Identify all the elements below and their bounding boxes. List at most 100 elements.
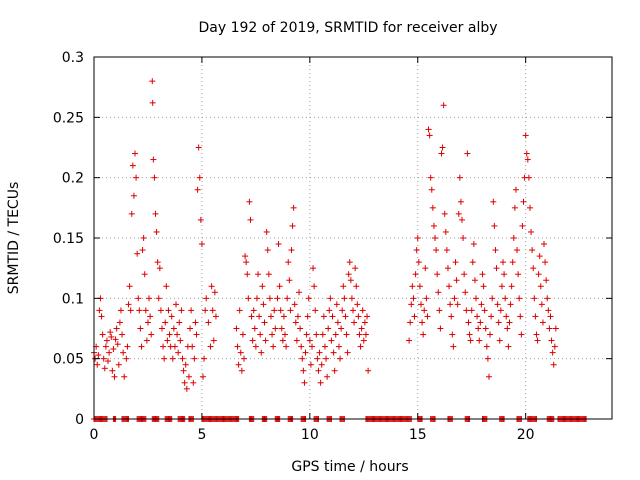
data-point xyxy=(105,358,112,365)
data-point xyxy=(276,283,283,290)
data-point xyxy=(173,301,180,308)
data-point xyxy=(304,313,311,320)
data-point xyxy=(351,319,358,326)
data-point xyxy=(341,295,348,302)
data-point xyxy=(538,301,545,308)
data-point xyxy=(239,331,246,338)
data-point xyxy=(208,283,215,290)
data-point xyxy=(202,307,209,314)
data-point xyxy=(474,313,481,320)
data-point xyxy=(542,259,549,266)
data-point xyxy=(296,289,303,296)
data-point xyxy=(483,343,490,350)
data-point xyxy=(101,365,108,372)
data-point xyxy=(99,331,106,338)
data-point xyxy=(340,283,347,290)
data-point xyxy=(275,241,282,248)
data-point xyxy=(328,337,335,344)
data-point xyxy=(155,295,162,302)
data-point xyxy=(285,259,292,266)
data-point xyxy=(424,313,431,320)
data-point xyxy=(492,247,499,254)
x-tick-label: 10 xyxy=(301,427,319,443)
data-point xyxy=(127,307,134,314)
data-point xyxy=(244,271,251,278)
data-point xyxy=(330,349,337,356)
data-point xyxy=(130,192,137,199)
data-point xyxy=(426,132,433,139)
data-point xyxy=(110,346,117,353)
data-point xyxy=(458,216,465,223)
data-point xyxy=(182,361,189,368)
data-point xyxy=(175,349,182,356)
data-point xyxy=(549,349,556,356)
data-point xyxy=(360,337,367,344)
data-point xyxy=(279,337,286,344)
data-point xyxy=(140,235,147,241)
data-point xyxy=(193,331,200,338)
data-point xyxy=(274,295,281,302)
data-point xyxy=(517,313,524,320)
data-point xyxy=(265,271,272,278)
data-point xyxy=(496,337,503,344)
data-point xyxy=(523,150,530,157)
data-point xyxy=(318,361,325,368)
data-point xyxy=(152,210,159,217)
data-point xyxy=(120,349,127,356)
data-point xyxy=(504,325,511,332)
data-point xyxy=(314,355,321,362)
data-point xyxy=(117,307,124,314)
data-point xyxy=(271,307,278,314)
data-point xyxy=(151,174,158,181)
data-point xyxy=(301,379,308,386)
data-point xyxy=(134,250,141,257)
data-point xyxy=(524,156,531,163)
data-point xyxy=(291,301,298,308)
data-point xyxy=(415,259,422,266)
data-point xyxy=(248,313,255,320)
data-point xyxy=(359,307,366,314)
data-point xyxy=(409,283,416,290)
data-point xyxy=(245,295,252,302)
data-point xyxy=(263,228,270,235)
data-point xyxy=(300,367,307,374)
data-point xyxy=(325,325,332,332)
data-point xyxy=(550,361,557,368)
data-point xyxy=(512,186,519,193)
y-tick-label: 0.3 xyxy=(62,50,84,66)
data-point xyxy=(234,343,241,350)
data-point xyxy=(450,343,457,350)
data-point xyxy=(297,325,304,332)
data-point xyxy=(528,228,535,235)
data-point xyxy=(427,174,434,181)
data-point xyxy=(545,307,552,314)
data-point xyxy=(350,307,356,314)
y-axis-ticks: 0 0.05 0.1 0.15 0.2 0.25 0.3 xyxy=(53,50,612,428)
data-point xyxy=(108,333,115,340)
data-point xyxy=(416,283,423,290)
data-point xyxy=(335,343,342,350)
data-point xyxy=(362,331,369,338)
data-point xyxy=(490,198,497,205)
data-point xyxy=(477,319,484,326)
data-point xyxy=(201,355,208,362)
data-point xyxy=(407,319,414,326)
data-point xyxy=(114,341,121,348)
data-point xyxy=(451,295,458,302)
data-point xyxy=(444,265,451,272)
data-point xyxy=(358,325,365,332)
data-point xyxy=(150,156,157,163)
data-point xyxy=(288,247,295,254)
grid-lines xyxy=(94,57,612,419)
data-point xyxy=(283,343,290,350)
data-point xyxy=(98,313,105,320)
data-point xyxy=(236,307,243,314)
data-point xyxy=(536,253,543,260)
data-point xyxy=(270,343,277,350)
data-point xyxy=(552,325,559,332)
data-point xyxy=(94,361,101,368)
data-point xyxy=(262,337,269,344)
data-point xyxy=(354,301,361,308)
data-point xyxy=(121,373,128,380)
data-point xyxy=(238,367,245,374)
